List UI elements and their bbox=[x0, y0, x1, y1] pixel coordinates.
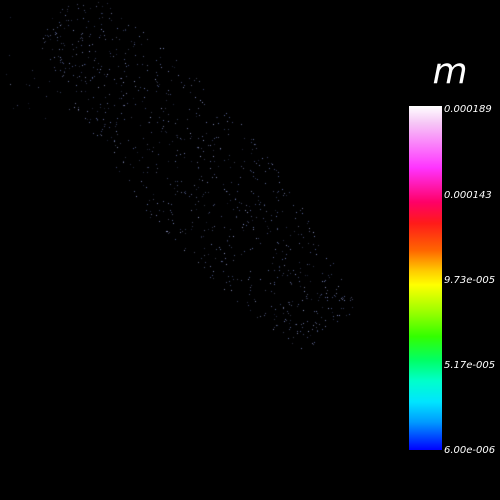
colorbar-tick-label: 0.000189 bbox=[444, 104, 492, 115]
colorbar-tick-label: 9.73e-005 bbox=[444, 275, 496, 286]
colorbar-gradient bbox=[409, 106, 442, 450]
colorbar-title: m bbox=[432, 51, 468, 92]
colorbar-tick-label: 6.00e-006 bbox=[444, 445, 496, 456]
colorbar-tick-label: 5.17e-005 bbox=[444, 360, 496, 371]
colorbar-tick-label: 0.000143 bbox=[444, 190, 492, 201]
